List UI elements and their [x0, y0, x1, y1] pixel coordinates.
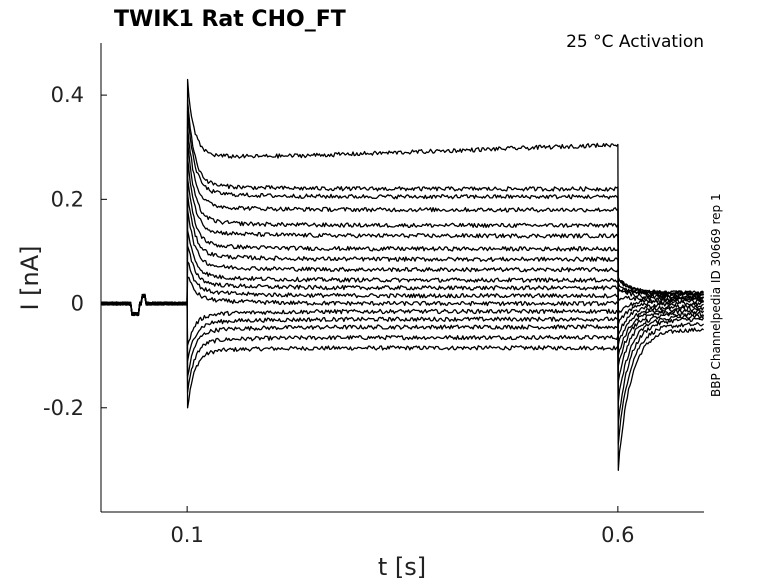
x-tick-label: 0.6 — [601, 523, 634, 547]
y-axis: -0.2 0 0.2 0.4 I [nA] — [16, 43, 107, 512]
current-trace-11 — [100, 193, 704, 317]
y-tick-label: 0 — [71, 292, 84, 316]
x-axis-label: t [s] — [378, 553, 426, 581]
current-trace-1 — [100, 295, 704, 471]
current-traces — [100, 78, 705, 471]
current-trace-15 — [100, 125, 705, 317]
y-ticks: -0.2 0 0.2 0.4 — [43, 83, 107, 420]
current-trace-18 — [100, 78, 705, 317]
current-trace-7 — [100, 261, 705, 357]
current-trace-4 — [101, 294, 705, 404]
current-trace-6 — [100, 276, 705, 367]
y-axis-label: I [nA] — [16, 245, 44, 310]
y-tick-label: 0.2 — [51, 187, 84, 211]
current-trace-8 — [100, 245, 704, 346]
current-trace-5 — [100, 294, 704, 383]
chart-title: TWIK1 Rat CHO_FT — [114, 7, 346, 32]
x-ticks: 0.1 0.6 — [170, 506, 635, 547]
current-trace-10 — [100, 209, 705, 326]
x-axis: 0.1 0.6 t [s] — [101, 506, 704, 581]
current-trace-17 — [100, 99, 705, 317]
current-trace-2 — [100, 294, 704, 445]
current-trace-16 — [100, 110, 704, 317]
chart-annotation: 25 °C Activation — [566, 32, 704, 52]
x-tick-label: 0.1 — [170, 523, 203, 547]
current-trace-12 — [100, 177, 705, 315]
y-tick-label: 0.4 — [51, 83, 84, 107]
current-trace-13 — [100, 156, 704, 315]
current-trace-9 — [100, 229, 704, 336]
side-label: BBP Channelpedia ID 30669 rep 1 — [709, 193, 723, 397]
current-trace-3 — [100, 293, 705, 425]
current-trace-14 — [100, 141, 704, 316]
y-tick-label: -0.2 — [43, 396, 84, 420]
